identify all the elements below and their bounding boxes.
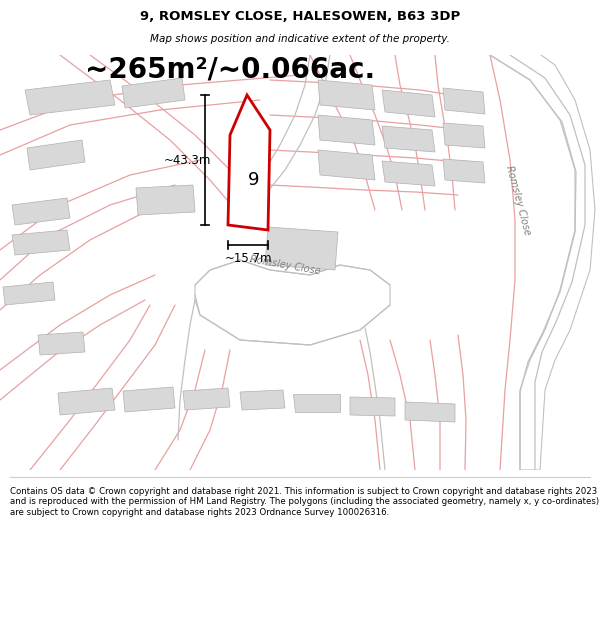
Text: 9, ROMSLEY CLOSE, HALESOWEN, B63 3DP: 9, ROMSLEY CLOSE, HALESOWEN, B63 3DP bbox=[140, 11, 460, 24]
Polygon shape bbox=[318, 150, 375, 180]
Polygon shape bbox=[265, 227, 338, 270]
Polygon shape bbox=[183, 388, 230, 410]
Text: ~15.7m: ~15.7m bbox=[224, 253, 272, 266]
Polygon shape bbox=[123, 387, 175, 412]
Polygon shape bbox=[3, 282, 55, 305]
Polygon shape bbox=[443, 159, 485, 183]
Text: Contains OS data © Crown copyright and database right 2021. This information is : Contains OS data © Crown copyright and d… bbox=[10, 487, 599, 517]
Polygon shape bbox=[240, 390, 285, 410]
Text: Map shows position and indicative extent of the property.: Map shows position and indicative extent… bbox=[150, 34, 450, 44]
Polygon shape bbox=[195, 260, 390, 345]
Polygon shape bbox=[382, 90, 435, 117]
Text: ~265m²/~0.066ac.: ~265m²/~0.066ac. bbox=[85, 56, 375, 84]
Polygon shape bbox=[12, 230, 70, 255]
Polygon shape bbox=[490, 35, 595, 470]
Text: Romsley Close: Romsley Close bbox=[504, 164, 532, 236]
Polygon shape bbox=[12, 198, 70, 225]
Polygon shape bbox=[443, 123, 485, 148]
Polygon shape bbox=[382, 126, 435, 152]
Polygon shape bbox=[318, 115, 375, 145]
Text: 9: 9 bbox=[248, 171, 260, 189]
Polygon shape bbox=[405, 402, 455, 422]
Polygon shape bbox=[122, 78, 185, 108]
Polygon shape bbox=[38, 332, 85, 355]
Polygon shape bbox=[228, 95, 270, 230]
Polygon shape bbox=[293, 394, 340, 412]
Polygon shape bbox=[318, 80, 375, 110]
Polygon shape bbox=[350, 397, 395, 416]
Polygon shape bbox=[25, 80, 115, 115]
Polygon shape bbox=[443, 88, 485, 114]
Polygon shape bbox=[27, 140, 85, 170]
Polygon shape bbox=[136, 185, 195, 215]
Text: Romsley Close: Romsley Close bbox=[249, 254, 321, 276]
Polygon shape bbox=[58, 388, 115, 415]
Text: ~43.3m: ~43.3m bbox=[163, 154, 211, 166]
Polygon shape bbox=[382, 161, 435, 186]
